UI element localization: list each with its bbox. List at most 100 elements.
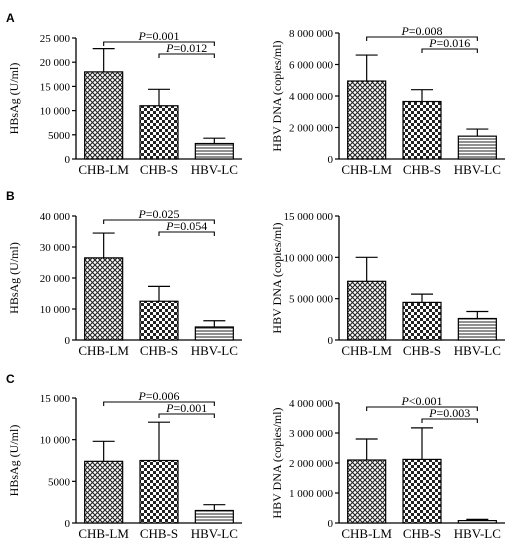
bar-hbv-lc xyxy=(194,142,234,160)
y-tick-label: 10 000 xyxy=(40,435,71,447)
p-value-label: P=0.003 xyxy=(428,406,470,420)
p-value-label: P=0.006 xyxy=(137,389,179,403)
y-tick-label: 4 000 000 xyxy=(289,398,334,410)
category-label: CHB-LM xyxy=(78,343,129,358)
y-tick-label: 15 000 xyxy=(40,393,71,405)
p-value-label: P=0.016 xyxy=(428,36,470,50)
y-tick-label: 6 000 000 xyxy=(289,60,334,72)
y-tick-label: 8 000 000 xyxy=(289,28,334,40)
significance-bracket xyxy=(103,219,215,224)
bar-hbv-lc xyxy=(194,509,234,524)
y-axis-label: HBV DNA (copies/ml) xyxy=(270,40,284,151)
p-value-label: P=0.054 xyxy=(165,219,207,233)
significance-bracket xyxy=(366,36,478,41)
category-label: HBV-LC xyxy=(454,162,501,177)
bar-hbv-lc xyxy=(457,519,497,524)
bar-chb-s xyxy=(402,100,442,160)
y-axis-label: HBsAg (U/ml) xyxy=(7,242,21,314)
bar-chb-lm xyxy=(84,460,124,524)
y-tick-label: 4 000 000 xyxy=(289,91,334,103)
category-label: CHB-LM xyxy=(341,343,392,358)
category-label: HBV-LC xyxy=(191,526,238,541)
bar-chb-s xyxy=(139,300,179,341)
category-label: CHB-LM xyxy=(78,526,129,541)
p-value-label: P=0.025 xyxy=(137,207,179,221)
bar-chb-s xyxy=(139,459,179,524)
panel-label-c: C xyxy=(6,372,15,386)
y-tick-label: 2 000 000 xyxy=(289,123,334,135)
y-tick-label: 2 000 000 xyxy=(289,458,334,470)
category-label: CHB-LM xyxy=(341,162,392,177)
category-label: CHB-S xyxy=(140,526,178,541)
y-tick-label: 15 000 000 xyxy=(284,211,334,223)
panel-label-a: A xyxy=(6,11,15,25)
p-value-label: P=0.001 xyxy=(137,29,179,43)
p-value-label: P=0.001 xyxy=(165,401,207,415)
chart-3: 0 10 000 20 000 30 000 40 000 HBsAg (U/ml) CHB… xyxy=(7,207,242,358)
category-label: CHB-LM xyxy=(78,162,129,177)
y-tick-label: 30 000 xyxy=(40,242,71,254)
y-tick-label: 40 000 xyxy=(40,211,71,223)
y-tick-label: 10 000 000 xyxy=(284,252,334,264)
bar-chb-s xyxy=(402,301,442,341)
bar-hbv-lc xyxy=(457,317,497,341)
y-tick-label: 0 xyxy=(328,518,334,530)
significance-bracket xyxy=(103,41,215,46)
chart-5: 0 5000 10 000 15 000 HBsAg (U/ml) CHB-LM CHB-S… xyxy=(7,389,242,541)
y-tick-label: 0 xyxy=(65,335,71,347)
category-label: HBV-LC xyxy=(191,343,238,358)
y-tick-label: 0 xyxy=(328,335,334,347)
category-label: CHB-S xyxy=(403,162,441,177)
panel-label-b: B xyxy=(6,189,15,203)
category-label: HBV-LC xyxy=(454,526,501,541)
y-tick-label: 5 000 000 xyxy=(289,294,334,306)
category-label: CHB-S xyxy=(403,343,441,358)
y-tick-label: 0 xyxy=(65,518,71,530)
chart-6: 0 1 000 000 2 000 000 3 000 000 4 000 000 HBV… xyxy=(270,394,505,541)
bar-chb-lm xyxy=(347,280,387,341)
chart-1: 0 5000 10 000 15 000 20 000 25 000 HBsAg (U/ml… xyxy=(7,29,242,177)
y-tick-label: 10 000 xyxy=(40,304,71,316)
p-value-label: P=0.008 xyxy=(400,24,442,38)
bar-chb-lm xyxy=(84,71,124,160)
significance-bracket xyxy=(103,401,215,406)
bar-hbv-lc xyxy=(457,135,497,160)
bar-chb-lm xyxy=(347,80,387,160)
y-axis-label: HBsAg (U/ml) xyxy=(7,63,21,135)
y-tick-label: 1 000 000 xyxy=(289,488,334,500)
bar-hbv-lc xyxy=(194,326,234,341)
p-value-label: P=0.012 xyxy=(165,41,207,55)
y-tick-label: 10 000 xyxy=(40,106,71,118)
y-tick-label: 5000 xyxy=(48,476,71,488)
bar-chb-lm xyxy=(347,459,387,524)
significance-bracket xyxy=(158,53,215,58)
significance-bracket xyxy=(158,413,215,418)
category-label: CHB-S xyxy=(403,526,441,541)
category-label: CHB-S xyxy=(140,162,178,177)
category-label: CHB-LM xyxy=(341,526,392,541)
significance-bracket xyxy=(421,48,478,53)
y-tick-label: 20 000 xyxy=(40,273,71,285)
y-axis-label: HBV DNA (copies/ml) xyxy=(270,222,284,333)
y-tick-label: 3 000 000 xyxy=(289,428,334,440)
significance-bracket xyxy=(421,418,478,423)
y-tick-label: 0 xyxy=(65,154,71,166)
p-value-label: P<0.001 xyxy=(400,394,442,408)
bar-chb-s xyxy=(139,105,179,160)
y-tick-label: 25 000 xyxy=(40,33,71,45)
y-tick-label: 5000 xyxy=(48,130,71,142)
y-tick-label: 0 xyxy=(328,154,334,166)
bar-chb-s xyxy=(402,458,442,524)
chart-2: 0 2 000 000 4 000 000 6 000 000 8 000 000 HBV… xyxy=(270,24,505,177)
category-label: HBV-LC xyxy=(454,343,501,358)
y-tick-label: 20 000 xyxy=(40,57,71,69)
significance-bracket xyxy=(158,231,215,236)
y-tick-label: 15 000 xyxy=(40,81,71,93)
significance-bracket xyxy=(366,406,478,411)
y-axis-label: HBV DNA (copies/ml) xyxy=(270,407,284,518)
bar-chb-lm xyxy=(84,257,124,341)
y-axis-label: HBsAg (U/ml) xyxy=(7,425,21,497)
category-label: HBV-LC xyxy=(191,162,238,177)
